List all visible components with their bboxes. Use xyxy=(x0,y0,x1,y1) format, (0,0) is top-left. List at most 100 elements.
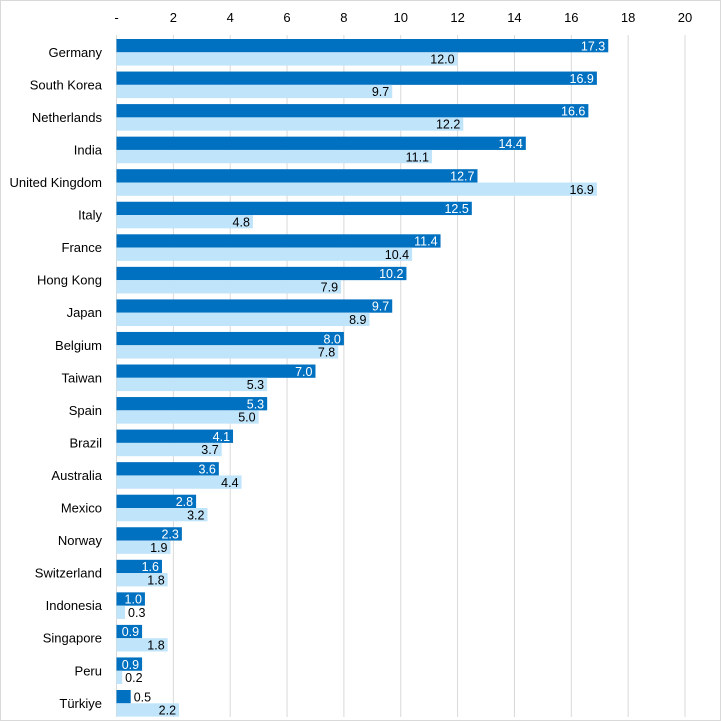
bar-2 xyxy=(116,475,242,489)
bar-2 xyxy=(116,149,433,164)
bar-2 xyxy=(116,638,168,652)
category-label: Japan xyxy=(67,305,102,320)
data-label: 8.9 xyxy=(349,313,366,327)
bar-2 xyxy=(116,605,126,619)
data-label: 5.3 xyxy=(247,397,264,411)
data-label: 16.9 xyxy=(570,72,594,86)
data-label: 9.7 xyxy=(372,85,389,99)
data-label: 14.4 xyxy=(498,137,522,151)
data-label: 11.1 xyxy=(406,150,429,164)
bar-2 xyxy=(116,540,171,554)
bar-2 xyxy=(116,280,342,294)
category-label: Türkiye xyxy=(59,696,102,711)
bar-1 xyxy=(116,462,219,476)
bar-1 xyxy=(116,364,316,378)
category-label: Netherlands xyxy=(32,110,103,125)
bar-1 xyxy=(116,559,162,574)
bar-1 xyxy=(116,39,609,53)
data-label: 0.9 xyxy=(122,658,139,672)
data-label: 0.3 xyxy=(128,606,145,620)
bar-2 xyxy=(116,508,208,522)
x-tick-label: - xyxy=(114,10,118,25)
data-label: 4.1 xyxy=(213,430,230,444)
x-tick-label: 8 xyxy=(340,10,347,25)
data-label: 7.8 xyxy=(318,346,335,360)
data-label: 5.0 xyxy=(238,411,255,425)
bar-2 xyxy=(116,182,597,196)
data-label: 3.7 xyxy=(201,443,218,457)
bar-1 xyxy=(116,299,393,313)
bar-2 xyxy=(116,442,222,457)
bar-1 xyxy=(116,331,344,346)
data-label: 1.8 xyxy=(147,639,164,653)
bar-1 xyxy=(116,234,441,248)
category-label: Germany xyxy=(49,45,103,60)
bar-1 xyxy=(116,104,589,118)
bar-1 xyxy=(116,169,478,183)
bar-2 xyxy=(116,703,180,717)
bar-2 xyxy=(116,117,464,131)
bar-2 xyxy=(116,670,123,685)
bar-1 xyxy=(116,201,472,216)
data-label: 0.2 xyxy=(125,671,142,685)
bar-2 xyxy=(116,215,253,229)
data-label: 2.8 xyxy=(176,495,193,509)
bar-1 xyxy=(116,266,407,281)
bar-1 xyxy=(116,527,182,541)
bar-1 xyxy=(116,136,526,150)
bar-1 xyxy=(116,690,131,704)
category-label: France xyxy=(62,240,102,255)
category-label: Singapore xyxy=(43,631,102,646)
bar-2 xyxy=(116,345,339,359)
data-label: 10.2 xyxy=(379,267,403,281)
category-label: Peru xyxy=(75,663,102,678)
data-label: 0.5 xyxy=(134,690,151,704)
bar-1 xyxy=(116,71,597,85)
data-label: 17.3 xyxy=(581,39,605,53)
category-label: Belgium xyxy=(55,338,102,353)
data-label: 1.0 xyxy=(125,593,142,607)
category-label: Norway xyxy=(58,533,103,548)
x-tick-label: 18 xyxy=(621,10,635,25)
bar-1 xyxy=(116,657,143,671)
data-label: 12.2 xyxy=(436,118,460,132)
data-label: 11.4 xyxy=(414,235,437,249)
data-label: 12.5 xyxy=(444,202,468,216)
data-label: 0.9 xyxy=(122,625,139,639)
data-label: 3.2 xyxy=(187,508,204,522)
x-tick-label: 2 xyxy=(170,10,177,25)
data-label: 1.9 xyxy=(150,541,167,555)
data-label: 12.0 xyxy=(430,53,454,67)
data-label: 9.7 xyxy=(372,300,389,314)
x-tick-label: 10 xyxy=(394,10,408,25)
x-tick-label: 6 xyxy=(283,10,290,25)
data-label: 8.0 xyxy=(324,332,341,346)
data-label: 1.6 xyxy=(142,560,159,574)
data-label: 1.8 xyxy=(147,573,164,587)
category-label: Indonesia xyxy=(46,598,103,613)
data-label: 3.6 xyxy=(198,462,215,476)
data-label: 16.9 xyxy=(570,183,594,197)
data-label: 2.2 xyxy=(159,704,176,718)
data-label: 5.3 xyxy=(247,378,264,392)
bar-2 xyxy=(116,410,259,424)
bar-2 xyxy=(116,84,393,99)
category-label: Brazil xyxy=(69,435,102,450)
category-label: Hong Kong xyxy=(37,273,102,288)
data-label: 7.9 xyxy=(321,280,338,294)
x-tick-label: 16 xyxy=(564,10,578,25)
bar-1 xyxy=(116,592,145,606)
bar-2 xyxy=(116,312,370,326)
x-tick-label: 4 xyxy=(227,10,234,25)
category-label: United Kingdom xyxy=(10,175,103,190)
category-label: Mexico xyxy=(61,501,102,516)
bar-2 xyxy=(116,247,413,261)
data-label: 16.6 xyxy=(561,104,585,118)
category-label: Switzerland xyxy=(35,566,102,581)
x-tick-label: 12 xyxy=(450,10,464,25)
data-label: 12.7 xyxy=(450,170,474,184)
x-tick-label: 14 xyxy=(507,10,521,25)
category-label: South Korea xyxy=(30,77,103,92)
bar-2 xyxy=(116,52,458,66)
